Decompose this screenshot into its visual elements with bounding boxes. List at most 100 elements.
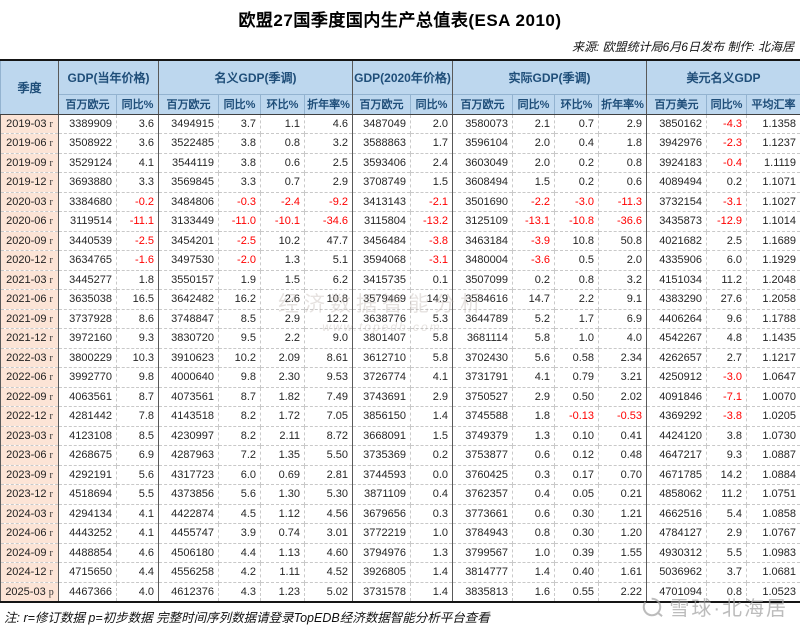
value-cell: 1.0070 bbox=[747, 387, 800, 407]
value-cell: 3642482 bbox=[159, 290, 219, 310]
value-cell: 7.8 bbox=[117, 407, 159, 427]
value-cell: 3814777 bbox=[453, 563, 513, 583]
value-cell: 3926805 bbox=[353, 563, 411, 583]
value-cell: 6.0 bbox=[219, 465, 261, 485]
value-cell: 1.72 bbox=[261, 407, 305, 427]
value-cell: -3.8 bbox=[411, 231, 453, 251]
value-cell: 3440539 bbox=[59, 231, 117, 251]
value-cell: 1.0 bbox=[513, 543, 555, 563]
value-cell: 3856150 bbox=[353, 407, 411, 427]
value-cell: 3.8 bbox=[219, 153, 261, 173]
value-cell: 3413143 bbox=[353, 192, 411, 212]
value-cell: 9.0 bbox=[305, 329, 353, 349]
value-cell: 4230997 bbox=[159, 426, 219, 446]
value-cell: -2.4 bbox=[261, 192, 305, 212]
value-cell: 0.70 bbox=[599, 465, 647, 485]
value-cell: 7.2 bbox=[219, 446, 261, 466]
value-cell: 0.7 bbox=[555, 114, 599, 134]
value-cell: 8.7 bbox=[117, 387, 159, 407]
value-cell: -0.13 bbox=[555, 407, 599, 427]
value-cell: 0.39 bbox=[555, 543, 599, 563]
value-cell: 2.5 bbox=[707, 231, 747, 251]
value-cell: 3550157 bbox=[159, 270, 219, 290]
value-cell: 6.2 bbox=[305, 270, 353, 290]
value-cell: 4671785 bbox=[647, 465, 707, 485]
value-cell: 11.2 bbox=[707, 485, 747, 505]
value-cell: 2.9 bbox=[513, 387, 555, 407]
value-cell: 3603049 bbox=[453, 153, 513, 173]
value-cell: 11.2 bbox=[707, 270, 747, 290]
value-cell: 3744593 bbox=[353, 465, 411, 485]
value-cell: 2.0 bbox=[513, 153, 555, 173]
value-cell: 0.5 bbox=[555, 251, 599, 271]
group-header: 实际GDP(季调) bbox=[453, 60, 647, 94]
value-cell: 3497530 bbox=[159, 251, 219, 271]
value-cell: 0.50 bbox=[555, 387, 599, 407]
value-cell: 4063561 bbox=[59, 387, 117, 407]
value-cell: 4335906 bbox=[647, 251, 707, 271]
value-cell: -0.2 bbox=[117, 192, 159, 212]
value-cell: 3125109 bbox=[453, 212, 513, 232]
value-cell: 3522485 bbox=[159, 134, 219, 154]
value-cell: 1.3 bbox=[411, 543, 453, 563]
value-cell: 4930312 bbox=[647, 543, 707, 563]
value-cell: 1.1929 bbox=[747, 251, 800, 271]
value-cell: 0.41 bbox=[599, 426, 647, 446]
value-cell: 4.1 bbox=[513, 368, 555, 388]
value-cell: 0.8 bbox=[555, 270, 599, 290]
column-header: 同比% bbox=[513, 94, 555, 114]
value-cell: 3529124 bbox=[59, 153, 117, 173]
value-cell: 4443252 bbox=[59, 524, 117, 544]
value-cell: 8.2 bbox=[219, 407, 261, 427]
value-cell: 2.30 bbox=[261, 368, 305, 388]
value-cell: 3850162 bbox=[647, 114, 707, 134]
value-cell: 2.34 bbox=[599, 348, 647, 368]
value-cell: 3801407 bbox=[353, 329, 411, 349]
value-cell: 4.1 bbox=[117, 524, 159, 544]
value-cell: 3.21 bbox=[599, 368, 647, 388]
value-cell: 4294134 bbox=[59, 504, 117, 524]
value-cell: -10.1 bbox=[261, 212, 305, 232]
value-cell: 3681114 bbox=[453, 329, 513, 349]
value-cell: 0.05 bbox=[555, 485, 599, 505]
value-cell: 3580073 bbox=[453, 114, 513, 134]
value-cell: 6.9 bbox=[117, 446, 159, 466]
value-cell: 0.3 bbox=[411, 504, 453, 524]
value-cell: 4373856 bbox=[159, 485, 219, 505]
value-cell: -0.53 bbox=[599, 407, 647, 427]
value-cell: 3679656 bbox=[353, 504, 411, 524]
value-cell: 0.7 bbox=[261, 173, 305, 193]
value-cell: 1.23 bbox=[261, 582, 305, 602]
value-cell: 4662516 bbox=[647, 504, 707, 524]
value-cell: 4424120 bbox=[647, 426, 707, 446]
value-cell: 3762357 bbox=[453, 485, 513, 505]
value-cell: 2.2 bbox=[555, 290, 599, 310]
value-cell: 4.4 bbox=[219, 543, 261, 563]
value-cell: 1.0887 bbox=[747, 446, 800, 466]
value-cell: 5.6 bbox=[219, 485, 261, 505]
value-cell: 0.4 bbox=[555, 134, 599, 154]
column-header: 百万欧元 bbox=[453, 94, 513, 114]
value-cell: -11.3 bbox=[599, 192, 647, 212]
value-cell: -2.0 bbox=[219, 251, 261, 271]
column-header: 百万欧元 bbox=[59, 94, 117, 114]
value-cell: 4.6 bbox=[117, 543, 159, 563]
value-cell: 5.5 bbox=[117, 485, 159, 505]
value-cell: -36.6 bbox=[599, 212, 647, 232]
value-cell: 5.5 bbox=[707, 543, 747, 563]
value-cell: 0.17 bbox=[555, 465, 599, 485]
value-cell: 3384680 bbox=[59, 192, 117, 212]
value-cell: 3608494 bbox=[453, 173, 513, 193]
value-cell: 3569845 bbox=[159, 173, 219, 193]
value-cell: 0.2 bbox=[513, 270, 555, 290]
